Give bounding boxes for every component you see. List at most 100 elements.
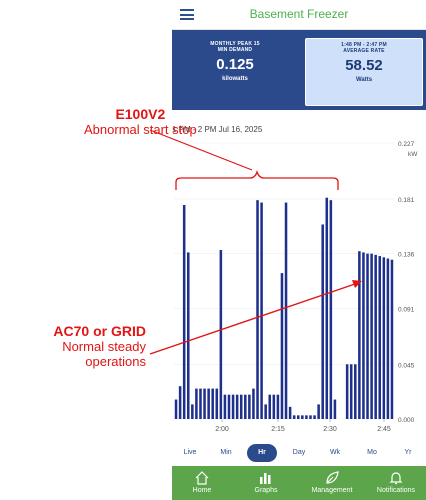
bar[interactable]: [284, 202, 288, 419]
peak-demand-label-2: MIN DEMAND: [217, 47, 253, 53]
bar[interactable]: [223, 394, 227, 419]
bar[interactable]: [264, 404, 267, 419]
nav-notifications[interactable]: Notifications: [366, 466, 426, 500]
phone-app: Basement Freezer MONTHLY PEAK 15 MIN DEMA…: [172, 0, 426, 500]
bar[interactable]: [362, 252, 365, 419]
power-bar-chart[interactable]: 0.227 0.181 0.136 0.091 0.045 0.000 kW 2:00 2:15…: [172, 138, 426, 438]
bar[interactable]: [244, 394, 247, 419]
bar[interactable]: [268, 394, 272, 419]
app-title: Basement Freezer: [249, 7, 349, 21]
bell-icon: [389, 472, 403, 485]
bar[interactable]: [276, 394, 280, 419]
y-tick-label: 0.091: [398, 306, 415, 313]
bar[interactable]: [325, 197, 329, 419]
bar[interactable]: [288, 406, 292, 419]
peak-demand-card[interactable]: MONTHLY PEAK 15 MIN DEMAND 0.125 kilowatt…: [176, 38, 294, 106]
bar[interactable]: [305, 415, 308, 419]
nav-graphs-label: Graphs: [254, 487, 278, 494]
hamburger-menu-icon[interactable]: [180, 9, 194, 20]
bar[interactable]: [382, 257, 386, 419]
bar[interactable]: [345, 364, 349, 419]
period-day[interactable]: Day: [292, 449, 306, 456]
period-hr[interactable]: Hr: [247, 444, 277, 462]
bar[interactable]: [207, 388, 210, 419]
bar[interactable]: [187, 252, 190, 419]
y-tick-label: 0.000: [398, 417, 415, 424]
bar[interactable]: [370, 253, 373, 419]
y-tick-label: 0.136: [398, 252, 415, 259]
bar[interactable]: [292, 415, 296, 419]
period-wk[interactable]: Wk: [329, 449, 341, 456]
peak-demand-unit: kilowatts: [222, 76, 248, 82]
bar[interactable]: [366, 253, 369, 419]
bar[interactable]: [378, 256, 382, 419]
bar[interactable]: [178, 386, 182, 419]
annotation-top-arrow: [149, 129, 253, 171]
graphs-icon: [260, 473, 271, 484]
nav-notifications-label: Notifications: [376, 487, 416, 494]
bar[interactable]: [301, 415, 304, 419]
nav-home[interactable]: Home: [172, 466, 232, 500]
home-icon: [195, 471, 209, 485]
nav-management[interactable]: Management: [302, 466, 362, 500]
y-tick-label: 0.227: [398, 141, 415, 148]
bar[interactable]: [321, 224, 324, 419]
bar[interactable]: [374, 254, 377, 419]
bar[interactable]: [313, 415, 316, 419]
average-rate-value: 58.52: [345, 57, 383, 74]
leaf-icon: [326, 471, 339, 484]
annotation-top: E100V2 Abnormal start stop: [84, 106, 197, 137]
bar[interactable]: [280, 273, 284, 419]
y-tick-label: 0.045: [398, 362, 415, 369]
annotation-top-title: E100V2: [115, 106, 166, 122]
bar[interactable]: [215, 388, 219, 419]
bar[interactable]: [248, 394, 251, 419]
nav-home-label: Home: [192, 487, 212, 494]
bar[interactable]: [329, 200, 333, 419]
annotation-top-subtitle: Abnormal start stop: [84, 122, 197, 137]
bar[interactable]: [211, 388, 214, 419]
bar[interactable]: [227, 394, 231, 419]
bar[interactable]: [333, 399, 337, 419]
period-live[interactable]: Live: [183, 449, 197, 456]
nav-graphs[interactable]: Graphs: [236, 466, 296, 500]
bar[interactable]: [317, 404, 320, 419]
bar[interactable]: [272, 394, 276, 419]
annotation-bottom-title: AC70 or GRID: [53, 323, 146, 339]
bar[interactable]: [252, 388, 255, 419]
bottom-navigation: Home Graphs Management Notifications: [172, 466, 426, 500]
bar[interactable]: [358, 251, 361, 419]
bar[interactable]: [231, 394, 235, 419]
bar[interactable]: [235, 394, 239, 419]
annotation-brace: [175, 169, 339, 190]
bar[interactable]: [256, 200, 259, 419]
bar[interactable]: [386, 258, 390, 419]
period-min[interactable]: Min: [220, 449, 232, 456]
bar[interactable]: [203, 388, 206, 419]
bar[interactable]: [182, 205, 186, 419]
average-rate-card[interactable]: 1:48 PM - 2:47 PM AVERAGE RATE 58.52 Watt…: [305, 38, 423, 106]
bar[interactable]: [260, 202, 263, 419]
x-tick-label: 2:15: [271, 426, 285, 433]
bar[interactable]: [239, 394, 243, 419]
y-tick-label: 0.181: [398, 197, 415, 204]
bar[interactable]: [195, 388, 198, 419]
bar[interactable]: [297, 415, 300, 419]
period-yr[interactable]: Yr: [404, 449, 412, 456]
average-rate-label-1: 1:48 PM - 2:47 PM: [341, 42, 387, 48]
period-selector: Live Min Hr Day Wk Mo Yr: [172, 444, 426, 462]
bar[interactable]: [199, 388, 202, 419]
bar[interactable]: [174, 399, 178, 419]
period-mo[interactable]: Mo: [367, 449, 377, 456]
bar[interactable]: [309, 415, 312, 419]
bar[interactable]: [219, 250, 223, 419]
bar[interactable]: [349, 364, 353, 419]
x-tick-label: 2:45: [377, 426, 391, 433]
peak-demand-label-1: MONTHLY PEAK 15: [210, 41, 260, 47]
time-range-label: 1 PM - 2 PM Jul 16, 2025: [172, 125, 263, 134]
peak-demand-value: 0.125: [216, 56, 254, 73]
bar[interactable]: [354, 364, 357, 419]
bar[interactable]: [390, 259, 394, 419]
bar[interactable]: [191, 404, 194, 419]
